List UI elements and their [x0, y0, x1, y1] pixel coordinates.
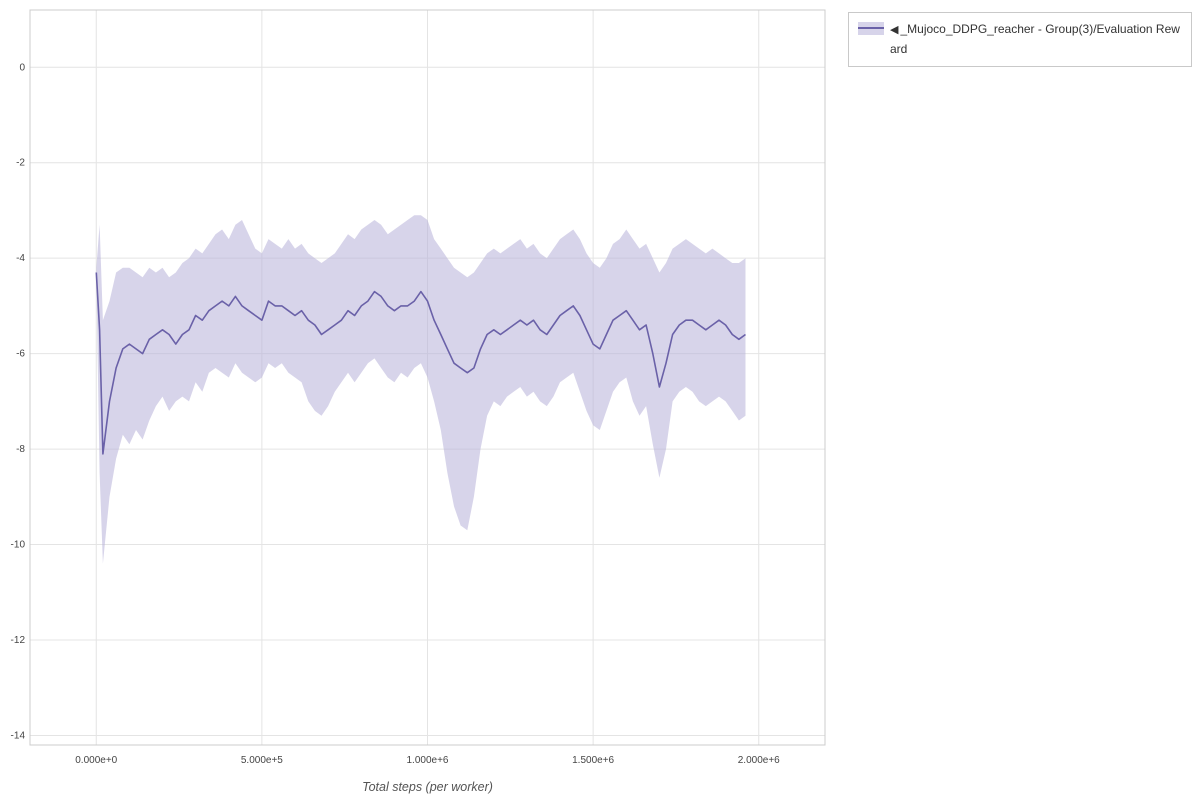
plot-canvas[interactable]: 0 -2 -4 -6 -8 -10 -12 -14 0.000e+0 5.000e+5 1.000e… [0, 0, 835, 800]
x-tick-label: 1.000e+6 [407, 755, 449, 766]
y-tick-label: -12 [11, 635, 26, 646]
y-tick-label: -6 [16, 349, 25, 360]
x-tick-label: 1.500e+6 [572, 755, 614, 766]
x-tick-label: 0.000e+0 [75, 755, 117, 766]
x-tick-label: 5.000e+5 [241, 755, 283, 766]
y-tick-label: -10 [11, 540, 26, 551]
x-axis-title: Total steps (per worker) [362, 780, 493, 794]
y-tick-label: -4 [16, 253, 25, 264]
y-tick-label: -2 [16, 158, 25, 169]
mean-line [95, 272, 746, 455]
x-tick-label: 2.000e+6 [738, 755, 780, 766]
line-chart[interactable]: 0 -2 -4 -6 -8 -10 -12 -14 0.000e+0 5.000e+5 1.000e… [0, 0, 835, 800]
legend-collapse-icon[interactable]: ◀ [890, 24, 899, 36]
legend-label[interactable]: _Mujoco_DDPG_reacher - Group(3)/Evaluati… [890, 22, 1180, 56]
legend-entry[interactable]: ◀ _Mujoco_DDPG_reacher - Group(3)/Evaluat… [890, 20, 1182, 59]
y-tick-label: -14 [11, 730, 26, 741]
plot-border [29, 9, 826, 746]
legend-swatch-icon [858, 22, 884, 35]
y-tick-label: 0 [19, 62, 25, 73]
confidence-band [96, 215, 746, 564]
legend[interactable]: ◀ _Mujoco_DDPG_reacher - Group(3)/Evaluat… [848, 12, 1192, 67]
y-tick-label: -8 [16, 444, 25, 455]
